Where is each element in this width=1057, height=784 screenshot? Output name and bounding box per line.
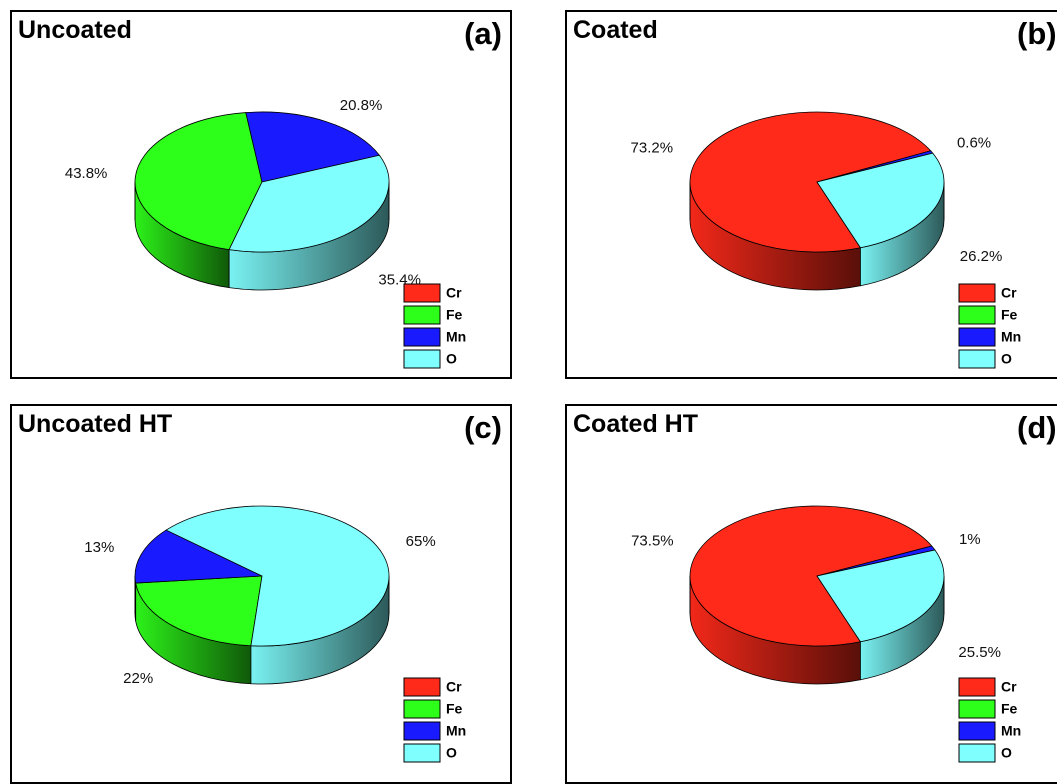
legend-label-mn: Mn — [446, 723, 466, 739]
legend: Cr Fe Mn O — [403, 283, 466, 369]
legend-label-fe: Fe — [446, 701, 463, 717]
pie-slice-cr — [689, 111, 932, 253]
legend-swatch-cr — [403, 677, 441, 697]
pie-slice-fe — [134, 112, 263, 251]
legend-swatch-o — [958, 349, 996, 369]
legend: Cr Fe Mn O — [958, 677, 1021, 763]
pie-chart: 73.5% 1% 25.5% Cr Fe Mn O — [631, 505, 1021, 763]
pie-chart: 73.2% 0.6% 26.2% Cr Fe Mn O — [631, 111, 1021, 369]
legend-label-o: O — [446, 351, 457, 367]
slice-label-mn: 20.8% — [340, 97, 383, 114]
legend-label-o: O — [1001, 745, 1012, 761]
legend-swatch-o — [958, 743, 996, 763]
panel-label: (b) — [1017, 16, 1057, 51]
legend-label-fe: Fe — [446, 307, 463, 323]
slice-label-o: 25.5% — [958, 644, 1001, 661]
pie-top-group — [689, 111, 945, 253]
pie-slice-mn — [245, 111, 381, 183]
legend: Cr Fe Mn O — [958, 283, 1021, 369]
pie-slice-o — [816, 152, 945, 249]
pie-top-group — [134, 111, 390, 253]
legend-swatch-mn — [403, 327, 441, 347]
panel-c: Uncoated HT (c) 22% 13% 65% Cr Fe Mn O — [10, 404, 512, 784]
panel-label: (a) — [464, 16, 502, 51]
legend-swatch-fe — [403, 305, 441, 325]
slice-label-cr: 73.2% — [631, 139, 674, 156]
panel-title: Coated HT — [573, 410, 698, 438]
legend-swatch-fe — [403, 699, 441, 719]
legend-swatch-mn — [403, 721, 441, 741]
legend-swatch-cr — [958, 677, 996, 697]
slice-label-o: 65% — [406, 533, 436, 550]
legend-swatch-mn — [958, 327, 996, 347]
panel-b: Coated (b) 73.2% 0.6% 26.2% Cr Fe Mn O — [565, 10, 1057, 379]
pie-slice-fe — [135, 575, 263, 647]
panel-title: Uncoated — [18, 16, 132, 44]
slice-label-mn: 13% — [84, 539, 114, 556]
legend-label-o: O — [1001, 351, 1012, 367]
slice-label-mn: 1% — [959, 531, 981, 548]
panel-a: Uncoated (a) 43.8% 20.8% 35.4% Cr Fe Mn O — [10, 10, 512, 379]
slice-label-fe: 43.8% — [65, 165, 108, 182]
panel-label: (c) — [464, 410, 502, 445]
legend-label-cr: Cr — [446, 679, 462, 695]
legend-label-mn: Mn — [1001, 329, 1021, 345]
slice-label-cr: 73.5% — [631, 533, 674, 550]
legend-label-fe: Fe — [1001, 701, 1018, 717]
slice-label-o: 26.2% — [960, 248, 1003, 265]
legend-swatch-fe — [958, 699, 996, 719]
panel-title: Coated — [573, 16, 658, 44]
pie-slice-mn — [134, 529, 263, 584]
pie-slice-cr — [689, 505, 933, 647]
pie-slice-o — [816, 549, 945, 643]
legend-label-cr: Cr — [1001, 285, 1017, 301]
legend-label-o: O — [446, 745, 457, 761]
legend-label-mn: Mn — [1001, 723, 1021, 739]
legend-label-cr: Cr — [446, 285, 462, 301]
legend-swatch-o — [403, 743, 441, 763]
pie-slice-o — [228, 154, 390, 253]
slice-label-fe: 22% — [123, 670, 153, 687]
legend-swatch-cr — [958, 283, 996, 303]
legend-swatch-cr — [403, 283, 441, 303]
pie-slice-o — [165, 505, 390, 647]
pie-top-group — [689, 505, 945, 647]
legend-swatch-fe — [958, 305, 996, 325]
panel-title: Uncoated HT — [18, 410, 173, 438]
legend: Cr Fe Mn O — [403, 677, 466, 763]
panel-d: Coated HT (d) 73.5% 1% 25.5% Cr Fe Mn O — [565, 404, 1057, 784]
legend-swatch-o — [403, 349, 441, 369]
slice-label-mn: 0.6% — [957, 134, 991, 151]
pie-chart: 22% 13% 65% Cr Fe Mn O — [84, 505, 466, 763]
legend-label-cr: Cr — [1001, 679, 1017, 695]
legend-label-mn: Mn — [446, 329, 466, 345]
pie-top-group — [134, 505, 390, 647]
legend-label-fe: Fe — [1001, 307, 1018, 323]
panel-label: (d) — [1017, 410, 1057, 445]
legend-swatch-mn — [958, 721, 996, 741]
